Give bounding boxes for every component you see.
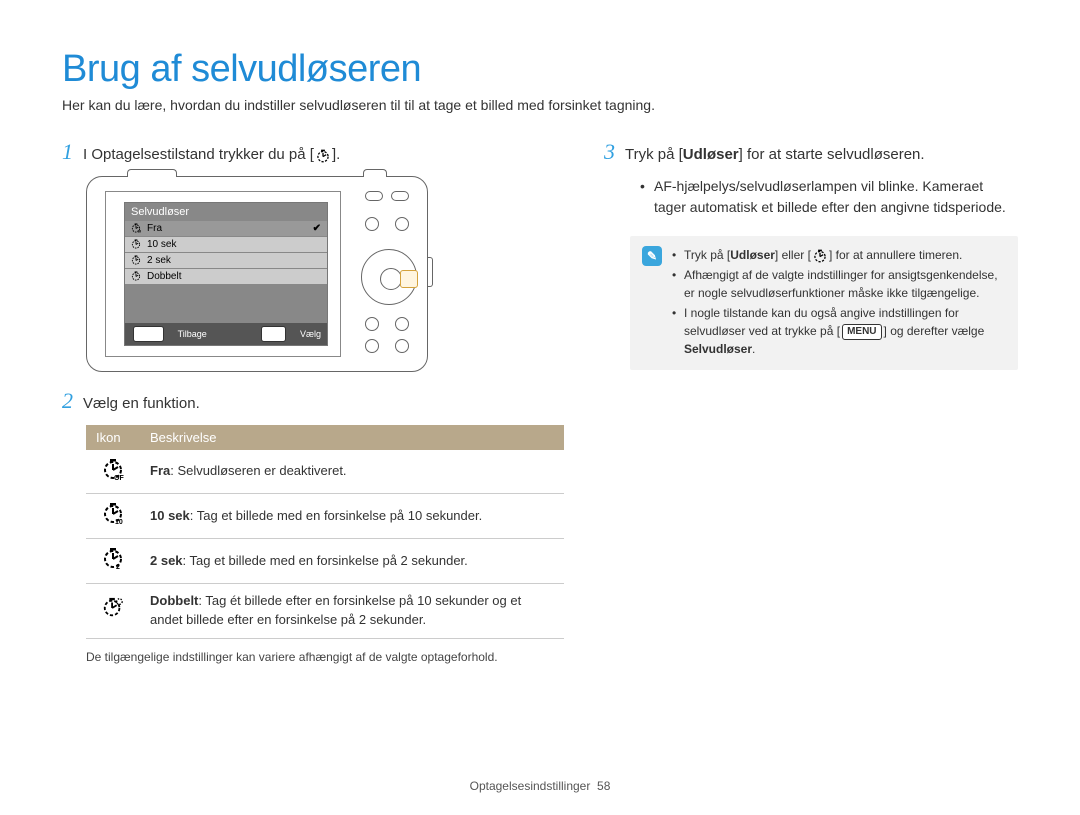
- lcd-footer: MENU Tilbage OK Vælg: [125, 323, 327, 345]
- dpad-right-highlight: [400, 270, 418, 288]
- step-3-number: 3: [604, 141, 615, 163]
- svg-text:OFF: OFF: [114, 475, 124, 480]
- page-title: Brug af selvudløseren: [62, 48, 1018, 91]
- th-icon: Ikon: [86, 425, 140, 450]
- svg-text:OFF: OFF: [137, 230, 141, 233]
- lcd-menu-title: Selvudløser: [125, 203, 327, 221]
- step-3-bullet: AF-hjælpelys/selvudløserlampen vil blink…: [640, 176, 1018, 218]
- timer-10-icon: 10: [102, 502, 124, 524]
- lcd-row-10sek: 10 sek: [125, 237, 327, 253]
- lcd-row-fra: OFF Fra ✔: [125, 221, 327, 237]
- timer-icon: [813, 249, 827, 263]
- step-2-number: 2: [62, 390, 73, 412]
- camera-illustration: Selvudløser OFF Fra ✔ 10 sek 2 sek: [86, 176, 428, 372]
- page-footer: Optagelsesindstillinger 58: [0, 779, 1080, 793]
- step-1-number: 1: [62, 141, 73, 163]
- timer-off-icon: OFF: [102, 458, 124, 480]
- svg-text:10: 10: [115, 519, 123, 524]
- note-item: I nogle tilstande kan du også angive ind…: [672, 304, 1006, 358]
- table-footnote: De tilgængelige indstillinger kan varier…: [86, 649, 564, 666]
- table-header-row: Ikon Beskrivelse: [86, 425, 564, 450]
- table-row: OFF Fra: Selvudløseren er deaktiveret.: [86, 450, 564, 494]
- step-1: 1 I Optagelsestilstand trykker du på [].: [62, 141, 564, 166]
- note-item: Tryk på [Udløser] eller [] for at annull…: [672, 246, 1006, 264]
- svg-text:2: 2: [116, 564, 120, 569]
- step-1-text: I Optagelsestilstand trykker du på [].: [83, 141, 340, 166]
- note-box: ✎ Tryk på [Udløser] eller [] for at annu…: [630, 236, 1018, 370]
- step-2-text: Vælg en funktion.: [83, 390, 200, 415]
- th-desc: Beskrivelse: [140, 425, 564, 450]
- step-2: 2 Vælg en funktion.: [62, 390, 564, 415]
- step-3-text: Tryk på [Udløser] for at starte selvudlø…: [625, 141, 925, 166]
- table-row: 2 2 sek: Tag et billede med en forsinkel…: [86, 539, 564, 584]
- step-3: 3 Tryk på [Udløser] for at starte selvud…: [604, 141, 1018, 166]
- function-table: Ikon Beskrivelse OFF Fra: Selvudløseren …: [86, 425, 564, 639]
- note-icon: ✎: [642, 246, 662, 266]
- intro-text: Her kan du lære, hvordan du indstiller s…: [62, 97, 1018, 113]
- timer-2-icon: 2: [102, 547, 124, 569]
- timer-double-icon: [102, 597, 124, 619]
- timer-icon: [316, 148, 330, 162]
- note-item: Afhængigt af de valgte indstillinger for…: [672, 266, 1006, 302]
- lcd-row-dobbelt: Dobbelt: [125, 269, 327, 285]
- table-row: 10 10 sek: Tag et billede med en forsink…: [86, 494, 564, 539]
- table-row: Dobbelt: Tag ét billede efter en forsink…: [86, 584, 564, 639]
- lcd-row-2sek: 2 sek: [125, 253, 327, 269]
- menu-key: MENU: [842, 324, 881, 340]
